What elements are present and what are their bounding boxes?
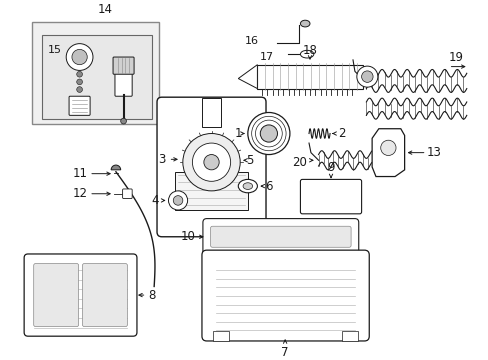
FancyBboxPatch shape [300, 179, 361, 214]
Circle shape [260, 125, 277, 142]
FancyBboxPatch shape [113, 57, 134, 74]
Ellipse shape [243, 183, 252, 189]
Bar [42, 35, 152, 119]
FancyBboxPatch shape [157, 97, 265, 237]
Ellipse shape [300, 50, 313, 58]
Text: 7: 7 [281, 346, 288, 359]
FancyBboxPatch shape [82, 264, 127, 327]
Text: 12: 12 [72, 187, 87, 200]
Text: 2: 2 [337, 127, 345, 140]
Text: 9: 9 [326, 161, 334, 174]
Circle shape [192, 143, 230, 181]
Circle shape [168, 191, 187, 210]
Circle shape [72, 49, 87, 65]
Polygon shape [371, 129, 404, 176]
Wedge shape [111, 165, 121, 170]
Wedge shape [218, 150, 239, 170]
Circle shape [361, 71, 372, 82]
Text: 14: 14 [97, 3, 112, 16]
Circle shape [380, 140, 395, 156]
Bar [175, 172, 247, 210]
Text: 13: 13 [426, 146, 441, 159]
Text: 10: 10 [180, 230, 195, 243]
Text: 3: 3 [158, 153, 165, 166]
Circle shape [203, 154, 219, 170]
FancyBboxPatch shape [34, 264, 79, 327]
Circle shape [77, 71, 82, 77]
FancyBboxPatch shape [24, 254, 137, 336]
Polygon shape [238, 65, 257, 89]
Text: 5: 5 [245, 154, 253, 167]
Text: 20: 20 [292, 156, 306, 169]
Circle shape [121, 118, 126, 124]
Text: 19: 19 [447, 50, 463, 63]
Text: 15: 15 [48, 45, 62, 55]
Text: 11: 11 [72, 167, 87, 180]
Text: 6: 6 [264, 180, 272, 193]
Bar [257, 65, 362, 89]
FancyBboxPatch shape [203, 219, 358, 255]
Circle shape [77, 87, 82, 93]
Text: 8: 8 [148, 289, 156, 302]
Circle shape [77, 79, 82, 85]
Bar [32, 22, 159, 124]
Bar [213, 332, 228, 341]
Circle shape [183, 134, 240, 191]
Circle shape [247, 112, 289, 154]
Circle shape [66, 44, 93, 71]
FancyBboxPatch shape [122, 189, 132, 198]
Circle shape [356, 66, 377, 87]
FancyBboxPatch shape [69, 96, 90, 115]
Circle shape [173, 195, 183, 205]
Text: 4: 4 [151, 194, 159, 207]
Text: 18: 18 [302, 44, 317, 57]
FancyBboxPatch shape [202, 250, 368, 341]
Ellipse shape [300, 20, 309, 27]
Text: 1: 1 [234, 127, 242, 140]
Bar [342, 332, 357, 341]
Bar [202, 98, 221, 127]
FancyBboxPatch shape [115, 68, 132, 96]
Text: 17: 17 [259, 52, 273, 62]
FancyBboxPatch shape [210, 226, 350, 247]
Ellipse shape [238, 179, 257, 193]
Text: 16: 16 [245, 36, 259, 46]
